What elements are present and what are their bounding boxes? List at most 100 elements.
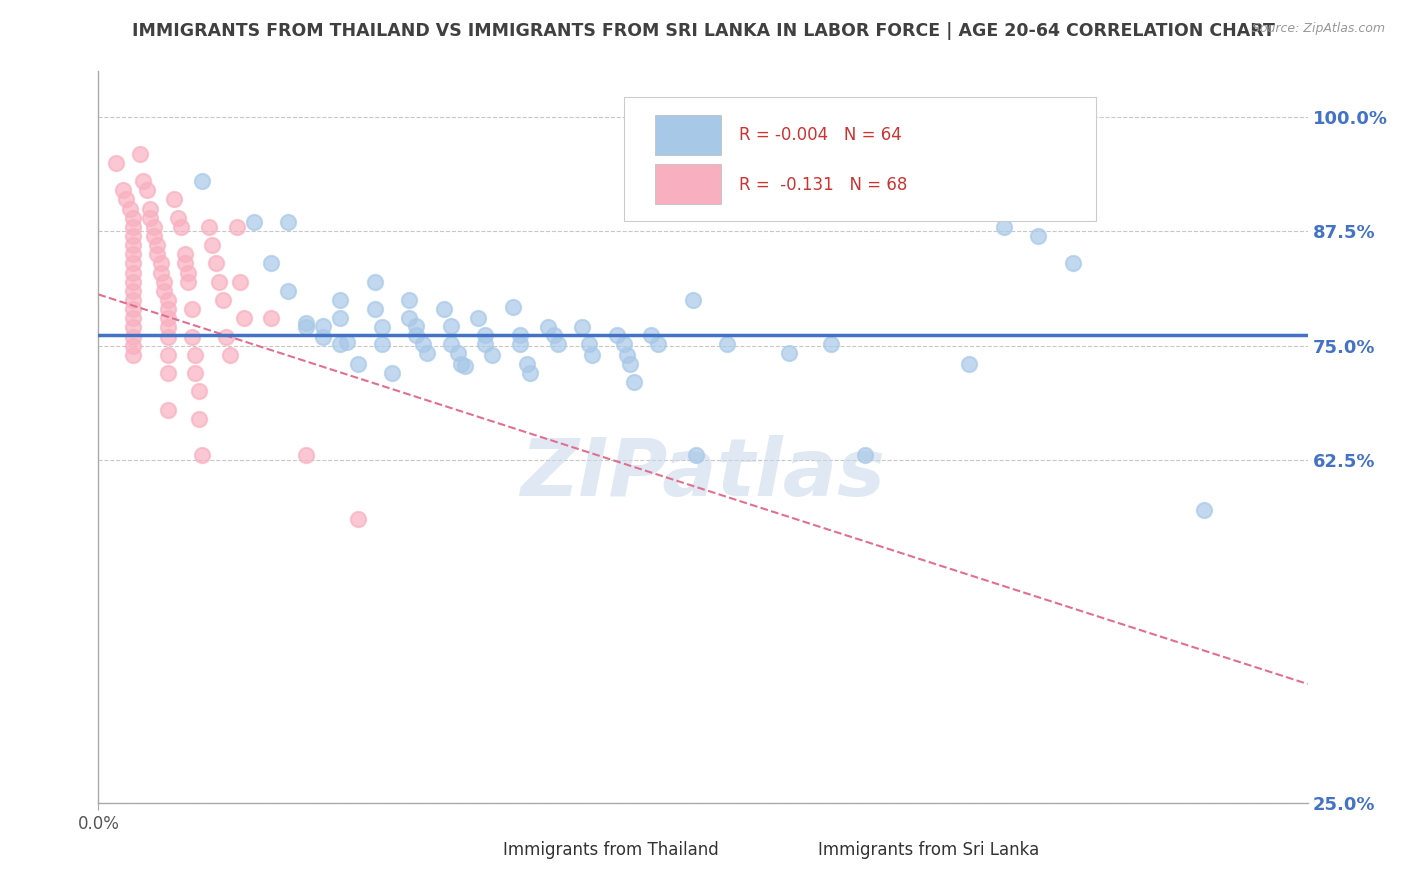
Point <box>156 301 179 317</box>
Point <box>612 336 634 351</box>
FancyBboxPatch shape <box>456 838 494 862</box>
Point <box>682 293 704 307</box>
Point <box>156 293 179 307</box>
Point <box>509 327 531 342</box>
Point <box>957 357 980 371</box>
Point <box>509 336 531 351</box>
Point <box>260 256 283 270</box>
Point <box>156 348 179 362</box>
Point <box>260 311 283 326</box>
Point <box>122 320 145 334</box>
Point <box>184 348 207 362</box>
Point <box>232 311 254 326</box>
Point <box>122 348 145 362</box>
Point <box>156 329 179 343</box>
Point <box>156 366 179 380</box>
Point <box>619 357 641 371</box>
Point <box>502 300 524 314</box>
Point <box>128 146 150 161</box>
Point <box>474 336 496 351</box>
Point <box>156 320 179 334</box>
Point <box>132 174 155 188</box>
Point <box>578 336 600 351</box>
Point <box>205 256 228 270</box>
Point <box>142 228 165 243</box>
Point <box>370 336 392 351</box>
Point <box>606 327 628 342</box>
Point <box>329 336 352 351</box>
Point <box>122 266 145 280</box>
Point <box>346 357 368 371</box>
Point <box>440 318 463 333</box>
Point <box>312 318 335 333</box>
Point <box>481 348 503 362</box>
Point <box>142 219 165 234</box>
Point <box>243 215 266 229</box>
Point <box>170 219 193 234</box>
Point <box>581 348 603 362</box>
Point <box>122 219 145 234</box>
Point <box>187 411 209 425</box>
Point <box>146 247 169 261</box>
Point <box>122 247 145 261</box>
Point <box>571 320 593 334</box>
Point <box>153 275 176 289</box>
Point <box>716 336 738 351</box>
Point <box>516 357 538 371</box>
Point <box>191 449 214 463</box>
Text: Source: ZipAtlas.com: Source: ZipAtlas.com <box>1251 22 1385 36</box>
Point <box>135 183 157 197</box>
Point <box>1026 228 1049 243</box>
Point <box>149 256 172 270</box>
Point <box>211 293 233 307</box>
Point <box>294 320 316 334</box>
Point <box>294 316 316 330</box>
Point <box>336 334 359 349</box>
Point <box>277 284 299 298</box>
Point <box>415 346 437 360</box>
Point <box>122 311 145 326</box>
Point <box>215 329 238 343</box>
Point <box>450 357 472 371</box>
Point <box>398 293 420 307</box>
Point <box>346 512 368 526</box>
Point <box>156 402 179 417</box>
Point <box>146 238 169 252</box>
Point <box>543 327 565 342</box>
Point <box>177 266 200 280</box>
FancyBboxPatch shape <box>655 114 721 154</box>
Point <box>139 211 162 225</box>
Point <box>685 449 707 463</box>
Point <box>208 275 231 289</box>
Point <box>547 336 569 351</box>
Point <box>184 366 207 380</box>
Point <box>187 384 209 399</box>
Point <box>198 219 221 234</box>
Point <box>115 192 138 206</box>
Point <box>173 247 195 261</box>
Point <box>474 327 496 342</box>
Point <box>173 256 195 270</box>
Point <box>405 318 427 333</box>
Point <box>104 155 127 169</box>
Point <box>167 211 190 225</box>
Point <box>149 266 172 280</box>
Point <box>467 311 489 326</box>
Point <box>156 311 179 326</box>
Point <box>180 301 202 317</box>
Point <box>820 336 842 351</box>
Text: ZIPatlas: ZIPatlas <box>520 434 886 513</box>
Point <box>163 192 186 206</box>
Point <box>329 311 352 326</box>
Point <box>519 366 541 380</box>
Point <box>370 320 392 334</box>
Text: Immigrants from Thailand: Immigrants from Thailand <box>503 840 720 859</box>
Point <box>201 238 224 252</box>
Point <box>312 329 335 343</box>
Point <box>412 336 434 351</box>
FancyBboxPatch shape <box>769 838 808 862</box>
Point <box>122 293 145 307</box>
Point <box>778 346 800 360</box>
Point <box>1192 503 1215 517</box>
Point <box>1062 256 1084 270</box>
